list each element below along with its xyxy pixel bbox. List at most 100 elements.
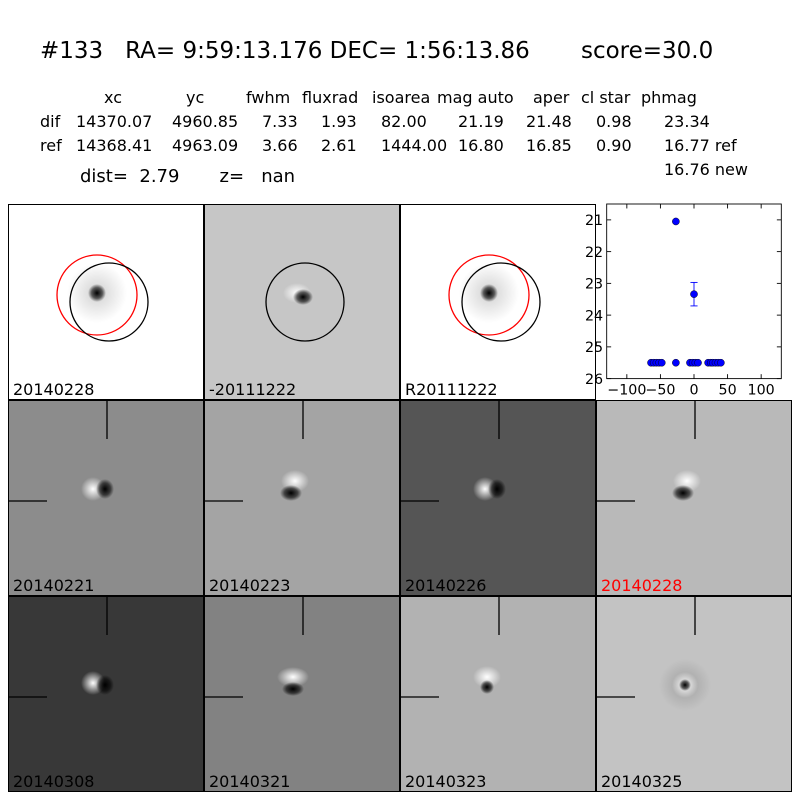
table-cell: 14368.41	[76, 136, 153, 155]
column-header: fluxrad	[302, 88, 359, 107]
table-cell: 21.19	[458, 112, 504, 131]
x-tick-label: 0	[689, 383, 698, 399]
stamp-label: 20140308	[13, 772, 95, 791]
dipole-negative	[282, 682, 304, 696]
stamp-label: -20111222	[209, 380, 297, 399]
dipole-positive	[473, 666, 501, 688]
stamp-label: 20140325	[601, 772, 683, 791]
data-point	[690, 290, 698, 298]
stamp-panel: 20140226	[400, 400, 596, 596]
table-cell: 21.48	[526, 112, 572, 131]
table-cell: 3.66	[262, 136, 298, 155]
row-name: dif	[40, 112, 61, 131]
stamp-image	[9, 401, 114, 502]
stamp-label: 20140321	[209, 772, 291, 791]
dipole-negative	[280, 485, 302, 501]
detection-circle	[69, 262, 149, 342]
dipole-negative	[96, 675, 114, 695]
column-header: mag auto	[437, 88, 514, 107]
table-cell: 16.80	[458, 136, 504, 155]
dipole-negative	[96, 479, 114, 499]
x-tick-label: 100	[748, 383, 775, 399]
star-core	[480, 284, 498, 302]
table-cell: 16.77 ref	[664, 136, 737, 155]
reference-circle	[56, 254, 138, 336]
dist-line: dist= 2.79 z= nan	[80, 166, 296, 187]
data-point	[657, 358, 666, 367]
stamp-panel: 20140228	[8, 204, 204, 400]
row-name: ref	[40, 136, 62, 155]
x-tick-label: 50	[719, 383, 737, 399]
table-cell: 1444.00	[381, 136, 448, 155]
detection-circle	[265, 262, 345, 342]
table-cell: 16.85	[526, 136, 572, 155]
stamp-label: 20140323	[405, 772, 487, 791]
stamp-panel: R20111222	[400, 204, 596, 400]
column-header: phmag	[641, 88, 697, 107]
stamp-label: 20140228	[601, 576, 683, 595]
stamp-label: 20140223	[209, 576, 291, 595]
column-header: fwhm	[246, 88, 291, 107]
column-header: xc	[104, 88, 122, 107]
dipole-negative	[672, 485, 694, 501]
column-header: isoarea	[372, 88, 431, 107]
stamp-image	[401, 401, 506, 502]
dipole-positive	[277, 667, 309, 687]
stamp-image	[597, 597, 711, 711]
stamp-image	[597, 401, 701, 502]
x-tick-label: −50	[645, 383, 675, 399]
y-tick-label: 22	[585, 245, 603, 261]
column-header: aper	[533, 88, 570, 107]
ring-core	[679, 679, 691, 691]
stamp-panel: 20140325	[596, 596, 792, 792]
stamp-panel: 20140321	[204, 596, 400, 792]
table-cell: 0.90	[596, 136, 632, 155]
x-tick-label: −100	[607, 383, 646, 399]
y-tick-label: 26	[585, 372, 603, 388]
column-header: yc	[186, 88, 205, 107]
stamp-image	[448, 254, 541, 342]
table-cell: 7.33	[262, 112, 298, 131]
stamp-panel: 20140308	[8, 596, 204, 792]
detection-circle	[461, 262, 541, 342]
y-tick-label: 24	[585, 308, 603, 324]
stamp-panel: 20140323	[400, 596, 596, 792]
stamp-image	[205, 401, 309, 502]
table-cell: 82.00	[381, 112, 427, 131]
star-core	[88, 284, 106, 302]
stamp-panel: -20111222	[204, 204, 400, 400]
light-curve-chart: 21 22 23 24 25 26−100−50 0 50 100	[585, 203, 782, 399]
data-point	[717, 358, 725, 367]
table-cell: 2.61	[321, 136, 357, 155]
y-tick-label: 23	[585, 277, 603, 293]
dipole-negative	[480, 680, 494, 694]
stamp-image	[9, 597, 114, 698]
stamp-image	[401, 597, 501, 698]
table-cell: 0.98	[596, 112, 632, 131]
phmag-new: 16.76 new	[664, 160, 748, 179]
stamp-image	[265, 262, 345, 342]
table-cell: 4960.85	[172, 112, 239, 131]
data-point	[694, 358, 702, 367]
y-tick-label: 25	[585, 340, 603, 356]
table-cell: 4963.09	[172, 136, 239, 155]
stamp-panel: 20140221	[8, 400, 204, 596]
column-header: cl star	[581, 88, 631, 107]
table-cell: 14370.07	[76, 112, 153, 131]
stamp-label: 20140226	[405, 576, 487, 595]
stamp-image	[56, 254, 149, 342]
stamp-panel: 20140228	[596, 400, 792, 596]
table-cell: 23.34	[664, 112, 710, 131]
data-point	[672, 358, 680, 367]
y-tick-label: 21	[585, 213, 603, 229]
page-title: #133 RA= 9:59:13.176 DEC= 1:56:13.86 sco…	[40, 38, 714, 64]
table-cell: 1.93	[321, 112, 357, 131]
data-point	[672, 217, 680, 226]
stamp-panel: 20140223	[204, 400, 400, 596]
dipole-negative	[293, 289, 313, 305]
reference-circle	[448, 254, 530, 336]
stamp-label: 20140228	[13, 380, 95, 399]
stamp-label: 20140221	[13, 576, 95, 595]
stamp-image	[205, 597, 309, 698]
stamp-label: R20111222	[405, 380, 498, 399]
